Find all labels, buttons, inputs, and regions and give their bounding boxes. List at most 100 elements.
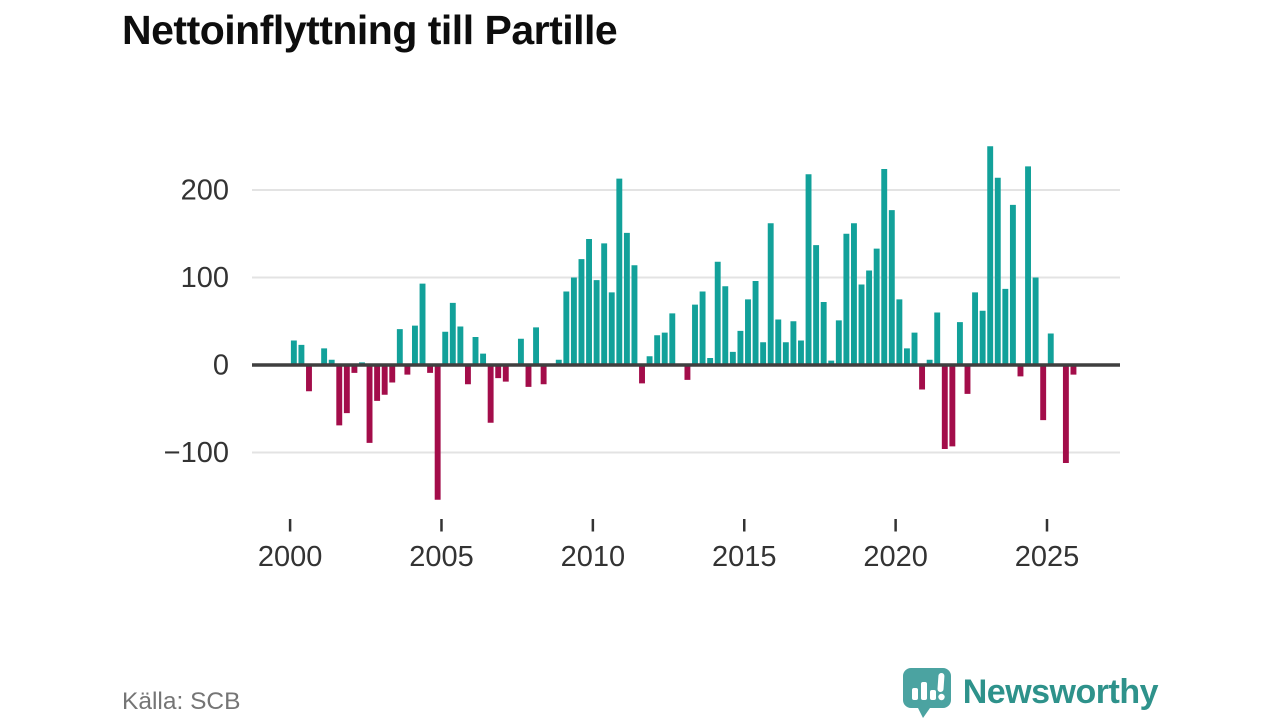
bar-2006-q1	[472, 337, 479, 365]
bar-2011-q1	[623, 232, 630, 365]
bar-2003-q4	[404, 365, 411, 375]
bar-2018-q1	[835, 320, 842, 365]
bar-2017-q3	[820, 302, 827, 365]
x-axis-label-2010: 2010	[561, 541, 626, 573]
bar-2021-q2	[934, 312, 941, 365]
bar-2001-q3	[336, 365, 343, 426]
bar-2025-q4	[1070, 365, 1077, 375]
bar-2019-q4	[888, 210, 895, 365]
bar-2014-q2	[722, 286, 729, 365]
bar-2015-q3	[760, 342, 767, 365]
bar-2023-q2	[994, 177, 1001, 365]
bar-2014-q3	[729, 351, 736, 365]
bar-2009-q4	[586, 239, 592, 365]
bar-2013-q4	[707, 358, 714, 365]
bar-2005-q1	[442, 331, 449, 365]
bar-2019-q2	[873, 248, 880, 365]
bar-2001-q2	[328, 359, 335, 365]
bar-2004-q1	[412, 325, 418, 365]
bar-2003-q2	[389, 365, 396, 383]
bar-2020-q3	[911, 332, 918, 365]
newsworthy-logo: Newsworthy	[901, 664, 1159, 720]
bar-2002-q1	[351, 365, 358, 373]
bar-2021-q4	[949, 365, 956, 447]
bar-2021-q3	[941, 365, 948, 449]
bar-2003-q1	[381, 365, 388, 395]
bar-2020-q4	[919, 365, 926, 390]
logo-bar-2	[920, 682, 927, 700]
logo-bar-3	[929, 690, 936, 700]
bar-2011-q3	[639, 365, 645, 384]
bar-2023-q3	[1002, 288, 1009, 365]
bar-2004-q4	[434, 365, 441, 500]
bar-2007-q1	[502, 365, 509, 382]
bar-2018-q2	[843, 233, 850, 365]
bar-2024-q4	[1040, 365, 1047, 421]
x-axis-label-2005: 2005	[409, 541, 474, 573]
bar-2024-q3	[1032, 277, 1039, 365]
y-axis-label-200: 200	[181, 175, 229, 207]
bar-2025-q3	[1062, 365, 1069, 463]
bar-2022-q1	[956, 322, 963, 365]
bar-2009-q1	[563, 291, 570, 365]
x-axis-label-2000: 2000	[258, 541, 323, 573]
logo-exclamation-dot	[938, 693, 945, 701]
bar-2023-q4	[1009, 204, 1016, 365]
bar-2013-q1	[684, 365, 691, 380]
bar-2022-q2	[964, 365, 971, 394]
x-axis-label-2025: 2025	[1015, 541, 1080, 573]
bar-2010-q3	[608, 292, 615, 365]
bar-2012-q2	[661, 332, 668, 365]
chart-title: Nettoinflyttning till Partille	[122, 7, 618, 53]
bar-2014-q4	[737, 330, 744, 365]
bar-2006-q4	[495, 365, 502, 379]
bar-2016-q4	[798, 340, 804, 365]
bar-2009-q3	[578, 259, 585, 365]
bar-2022-q3	[972, 292, 979, 365]
bar-2001-q4	[343, 365, 350, 414]
bar-2025-q1	[1047, 333, 1054, 365]
bar-2002-q3	[366, 365, 373, 443]
bar-2020-q1	[896, 299, 903, 365]
bar-2019-q1	[866, 270, 873, 365]
bar-2018-q3	[851, 223, 857, 365]
bar-2007-q4	[525, 365, 532, 387]
bar-2008-q1	[533, 327, 540, 365]
bar-2000-q3	[306, 365, 312, 392]
bar-2003-q3	[396, 329, 403, 365]
bar-2005-q4	[464, 365, 471, 385]
bar-2016-q1	[775, 319, 782, 365]
bar-2012-q3	[669, 313, 676, 365]
bar-2015-q1	[745, 299, 751, 365]
bar-2010-q2	[601, 243, 608, 365]
y-axis-label--100: −100	[164, 437, 229, 469]
bar-2015-q2	[752, 281, 759, 365]
bar-2007-q3	[517, 338, 524, 365]
bar-2004-q3	[427, 365, 434, 373]
bar-2004-q2	[419, 283, 426, 365]
bar-2000-q2	[298, 344, 305, 365]
bar-2021-q1	[926, 359, 933, 365]
bar-2012-q1	[654, 335, 661, 365]
bar-2009-q2	[570, 277, 577, 365]
bar-2011-q4	[646, 356, 653, 365]
bar-2017-q2	[813, 245, 820, 365]
bar-2002-q4	[374, 365, 381, 401]
bar-2015-q4	[767, 223, 774, 365]
bar-2005-q3	[457, 326, 464, 365]
bar-2013-q3	[699, 291, 706, 365]
y-axis-label-100: 100	[181, 262, 229, 294]
bar-2006-q3	[487, 365, 494, 423]
x-axis-label-2020: 2020	[863, 541, 928, 573]
bar-2008-q4	[555, 359, 562, 365]
bar-2011-q2	[631, 265, 638, 365]
bar-2017-q4	[828, 360, 835, 365]
logo-bar-1	[911, 688, 918, 700]
bar-2018-q4	[858, 284, 865, 365]
bar-2024-q2	[1025, 166, 1031, 365]
x-axis-label-2015: 2015	[712, 541, 777, 573]
bar-2016-q2	[782, 342, 789, 365]
bar-2020-q2	[903, 348, 910, 365]
